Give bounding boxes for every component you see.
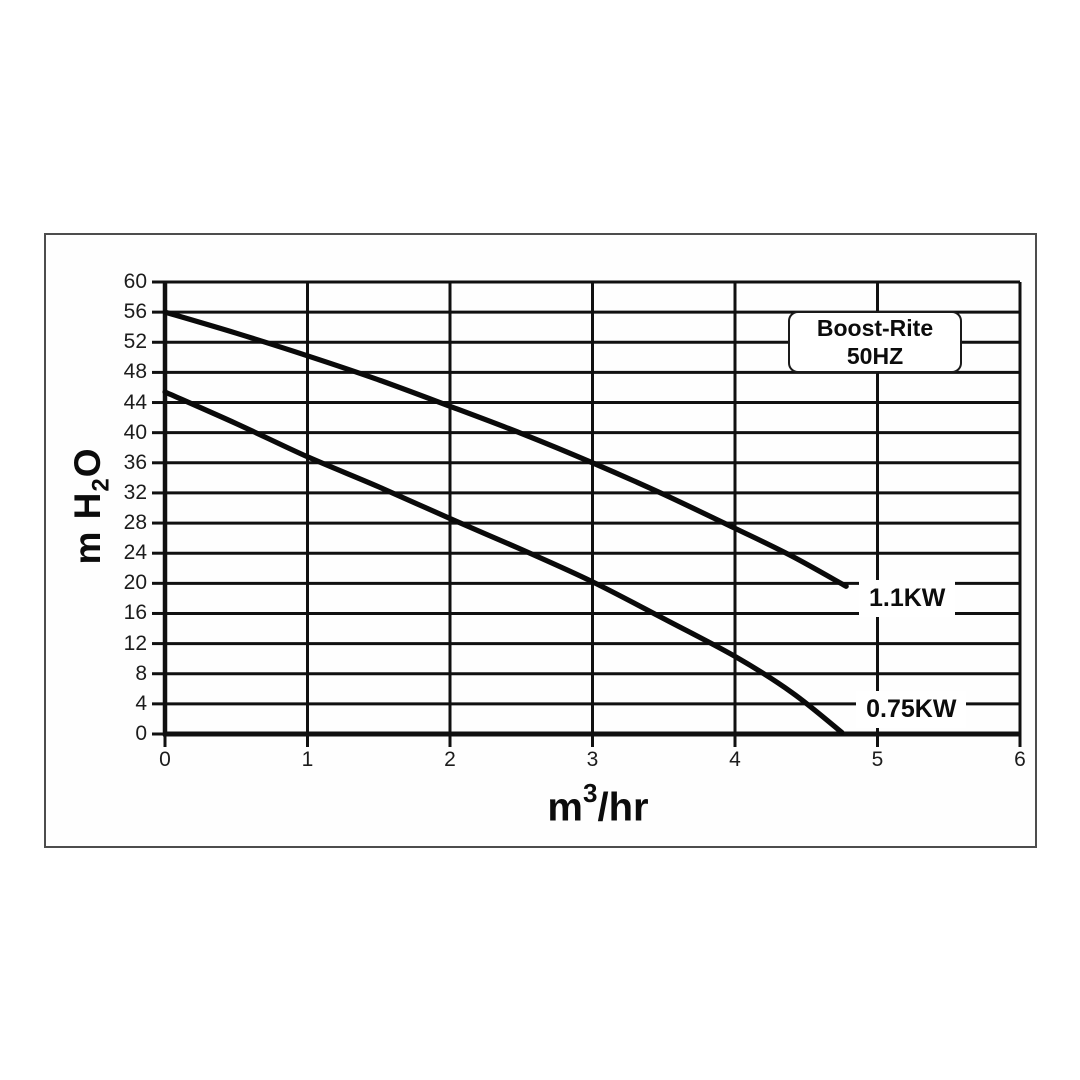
legend-line-1: Boost-Rite [816,315,934,341]
x-tick-label: 6 [1014,748,1026,771]
y-tick-label: 12 [123,631,147,655]
x-tick-label: 1 [301,748,314,771]
x-tick-label: 2 [444,748,456,771]
y-tick-label: 60 [123,270,147,293]
y-tick-label: 24 [123,541,147,565]
legend-line-2: 50HZ [846,343,904,369]
curve-0.75kw [162,389,845,736]
y-tick-label: 48 [123,360,147,384]
x-tick-label: 3 [586,748,599,771]
x-axis-title-sup: 3 [582,778,598,808]
x-tick-label: 0 [159,748,171,771]
x-axis-title-base: m [547,785,583,830]
x-axis-title: m3/hr [448,778,748,830]
y-tick-label: 0 [135,722,147,745]
y-tick-label: 16 [123,601,147,625]
curve-1.1kw [162,309,849,589]
legend-box: Boost-Rite 50HZ [788,311,962,373]
y-tick-label: 4 [135,691,147,715]
y-tick-label: 20 [123,571,147,595]
y-tick-label: 40 [123,420,147,444]
x-tick-label: 5 [871,748,884,771]
series-label-1.1kw: 1.1KW [858,580,956,618]
y-tick-label: 56 [123,300,147,324]
y-tick-label: 8 [135,661,147,685]
series-label-0.75kw: 0.75KW [856,691,967,729]
x-tick-label: 4 [729,748,741,771]
y-tick-label: 52 [123,330,147,354]
x-axis-title-rest: /hr [597,785,649,830]
y-tick-label: 28 [123,511,147,535]
y-tick-label: 36 [123,450,147,474]
y-tick-label: 32 [123,480,147,504]
y-tick-label: 44 [123,390,147,414]
